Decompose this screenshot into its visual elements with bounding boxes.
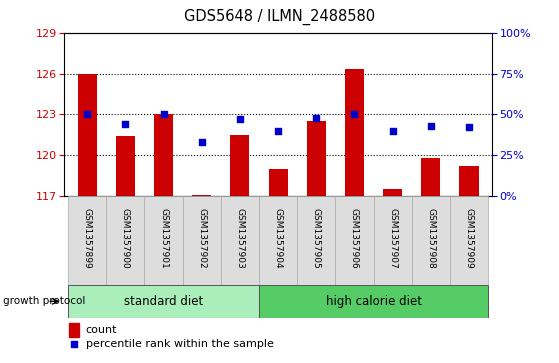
Point [273, 128, 282, 134]
Text: GDS5648 / ILMN_2488580: GDS5648 / ILMN_2488580 [184, 9, 375, 25]
Text: GSM1357900: GSM1357900 [121, 208, 130, 269]
Text: standard diet: standard diet [124, 295, 203, 308]
Text: GSM1357908: GSM1357908 [427, 208, 435, 269]
Bar [335, 196, 373, 285]
Bar [68, 196, 106, 285]
Text: high calorie diet: high calorie diet [325, 295, 421, 308]
Bar [183, 196, 221, 285]
Point [69, 341, 78, 347]
Text: count: count [86, 325, 117, 335]
Bar [383, 189, 402, 196]
Bar [78, 73, 97, 196]
Bar [116, 136, 135, 196]
Bar [69, 323, 79, 337]
Text: GSM1357902: GSM1357902 [197, 208, 206, 269]
Text: GSM1357901: GSM1357901 [159, 208, 168, 269]
Text: GSM1357904: GSM1357904 [273, 208, 283, 269]
Point [83, 111, 92, 117]
Text: GSM1357899: GSM1357899 [83, 208, 92, 269]
Point [235, 116, 244, 122]
Bar [459, 166, 479, 196]
Bar [154, 114, 173, 196]
Text: growth protocol: growth protocol [3, 296, 85, 306]
Bar [259, 285, 488, 318]
Bar [230, 135, 249, 196]
Bar [268, 169, 288, 196]
Point [159, 111, 168, 117]
Point [312, 115, 321, 121]
Point [388, 128, 397, 134]
Bar [221, 196, 259, 285]
Bar [345, 69, 364, 196]
Bar [68, 285, 259, 318]
Text: GSM1357907: GSM1357907 [388, 208, 397, 269]
Point [465, 125, 473, 130]
Text: GSM1357905: GSM1357905 [312, 208, 321, 269]
Bar [412, 196, 450, 285]
Text: GSM1357903: GSM1357903 [235, 208, 244, 269]
Text: GSM1357909: GSM1357909 [465, 208, 473, 269]
Bar [144, 196, 183, 285]
Point [350, 111, 359, 117]
Point [427, 123, 435, 129]
Bar [450, 196, 488, 285]
Point [121, 121, 130, 127]
Bar [373, 196, 412, 285]
Bar [297, 196, 335, 285]
Bar [192, 195, 211, 196]
Bar [106, 196, 144, 285]
Bar [259, 196, 297, 285]
Bar [421, 158, 440, 196]
Text: GSM1357906: GSM1357906 [350, 208, 359, 269]
Text: percentile rank within the sample: percentile rank within the sample [86, 339, 273, 349]
Point [197, 139, 206, 145]
Bar [307, 121, 326, 196]
